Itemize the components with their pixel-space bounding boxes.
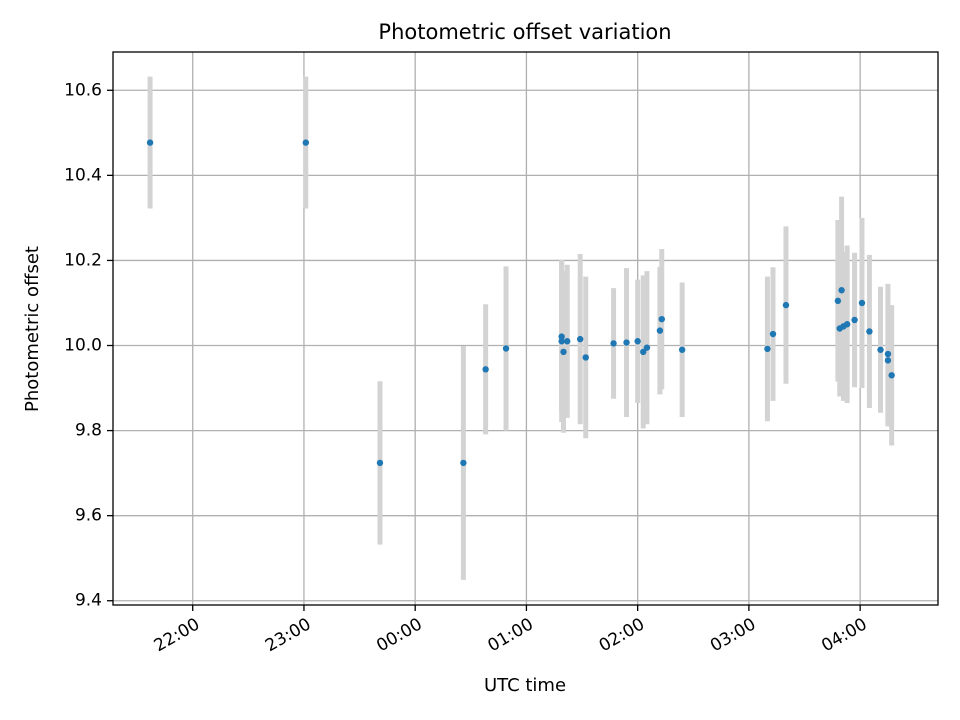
data-point <box>376 459 384 467</box>
data-point <box>851 316 858 324</box>
data-point <box>866 328 873 335</box>
data-point <box>884 357 892 364</box>
data-point <box>888 372 895 379</box>
y-tick-label: 10.6 <box>64 80 102 100</box>
data-point <box>610 340 617 347</box>
y-tick-label: 9.8 <box>75 421 102 441</box>
data-point <box>656 327 664 334</box>
y-tick-label: 9.6 <box>75 506 102 526</box>
data-point <box>884 350 892 358</box>
data-point <box>558 333 565 340</box>
data-point <box>460 459 467 467</box>
data-point <box>877 346 884 353</box>
y-axis-label: Photometric offset <box>22 246 43 412</box>
data-point <box>643 344 651 351</box>
data-point <box>764 345 771 353</box>
data-point <box>576 335 584 343</box>
x-axis-label: UTC time <box>484 675 566 696</box>
data-point <box>623 339 630 346</box>
data-point <box>838 287 845 294</box>
data-point <box>640 348 647 356</box>
data-point <box>302 139 310 146</box>
data-point <box>782 301 790 309</box>
y-tick-label: 9.4 <box>75 591 102 611</box>
data-point <box>634 338 641 345</box>
y-tick-label: 10.0 <box>64 336 102 356</box>
data-point <box>564 338 571 345</box>
data-point <box>558 338 565 345</box>
data-point <box>769 330 777 338</box>
data-point <box>843 321 851 328</box>
data-point <box>658 315 665 323</box>
data-point <box>582 354 589 361</box>
data-point <box>482 366 489 373</box>
chart-title: Photometric offset variation <box>378 20 671 44</box>
y-tick-label: 10.4 <box>64 165 102 185</box>
y-axis-ticks: 9.4 9.6 9.8 10.0 10.2 10.4 10.6 <box>64 80 113 611</box>
data-point <box>678 346 686 353</box>
data-point <box>502 345 510 352</box>
plot-frame <box>112 51 939 606</box>
data-points <box>146 139 895 467</box>
data-point <box>834 297 842 305</box>
y-tick-label: 10.2 <box>64 250 102 270</box>
data-point <box>146 139 154 146</box>
data-point <box>858 299 866 307</box>
data-point <box>560 348 567 356</box>
